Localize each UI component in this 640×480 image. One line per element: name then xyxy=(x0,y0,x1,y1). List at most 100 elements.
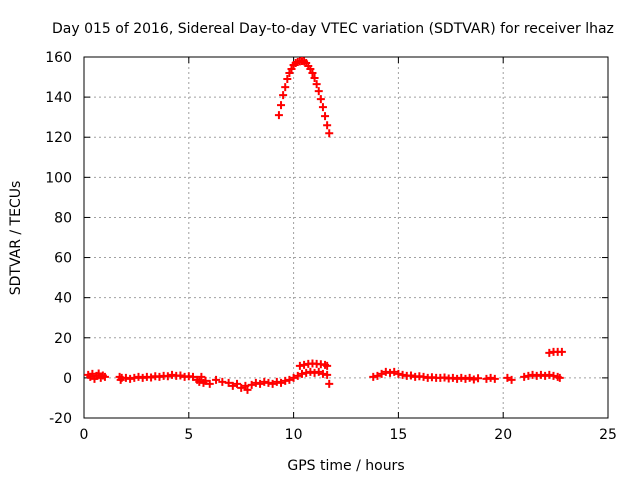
y-tick-label: 60 xyxy=(54,251,72,267)
data-point xyxy=(274,111,283,120)
data-point xyxy=(260,377,269,386)
data-point xyxy=(369,372,378,381)
data-point xyxy=(287,65,296,74)
data-point xyxy=(297,369,306,378)
data-point xyxy=(233,379,242,388)
data-point xyxy=(168,370,177,379)
data-point xyxy=(308,69,317,78)
data-point xyxy=(520,372,529,381)
data-point xyxy=(323,370,332,379)
data-point xyxy=(134,372,143,381)
data-point xyxy=(94,369,103,378)
x-axis-title: GPS time / hours xyxy=(287,458,404,474)
data-point xyxy=(465,373,474,382)
y-tick-label: 120 xyxy=(45,130,72,146)
x-tick-label: 25 xyxy=(599,427,617,443)
data-point xyxy=(490,374,499,383)
data-point xyxy=(283,75,292,84)
y-tick-label: -20 xyxy=(49,411,72,427)
data-point xyxy=(285,69,294,78)
data-point xyxy=(237,383,246,392)
data-point xyxy=(279,91,288,100)
data-point xyxy=(461,374,470,383)
data-point xyxy=(394,369,403,378)
data-point xyxy=(321,112,330,121)
x-tick-label: 10 xyxy=(285,427,303,443)
chart-title: Day 015 of 2016, Sidereal Day-to-day VTE… xyxy=(52,21,614,37)
y-tick-label: 80 xyxy=(54,210,72,226)
data-point xyxy=(312,80,321,89)
y-tick-label: 100 xyxy=(45,170,72,186)
data-point xyxy=(314,367,323,376)
data-point xyxy=(197,372,206,381)
data-point xyxy=(528,370,537,379)
data-point xyxy=(264,378,273,387)
data-point xyxy=(318,103,327,112)
data-point xyxy=(195,377,204,386)
data-point xyxy=(100,372,109,381)
data-point xyxy=(218,377,227,386)
data-point xyxy=(381,367,390,376)
data-point xyxy=(289,373,298,382)
data-point xyxy=(302,368,311,377)
data-point xyxy=(188,372,197,381)
data-point xyxy=(557,347,566,356)
grid xyxy=(84,57,608,418)
data-point xyxy=(453,374,462,383)
x-tick-label: 5 xyxy=(184,427,193,443)
data-point xyxy=(310,74,319,83)
data-point xyxy=(536,370,545,379)
data-point xyxy=(241,381,250,390)
data-point xyxy=(474,374,483,383)
x-tick-label: 0 xyxy=(80,427,89,443)
data-point xyxy=(482,374,491,383)
data-point xyxy=(373,371,382,380)
data-point xyxy=(448,373,457,382)
y-axis-title: SDTVAR / TECUs xyxy=(8,181,24,296)
data-point xyxy=(323,121,332,130)
data-point xyxy=(545,348,554,357)
data-point xyxy=(155,372,164,381)
y-tick-label: 40 xyxy=(54,291,72,307)
data-point xyxy=(310,368,319,377)
data-point xyxy=(406,371,415,380)
data-point xyxy=(163,372,172,381)
data-point xyxy=(524,371,533,380)
data-point xyxy=(419,372,428,381)
axis-ticks: 0 5 10 15 20 25 -20 0 20 40 60 80 100 120 140 160 xyxy=(45,50,617,443)
data-point xyxy=(323,361,332,370)
data-point xyxy=(318,369,327,378)
data-point xyxy=(285,375,294,384)
data-point xyxy=(532,371,541,380)
data-point xyxy=(147,373,156,382)
data-point xyxy=(268,379,277,388)
y-tick-label: 160 xyxy=(45,50,72,66)
data-point xyxy=(469,375,478,384)
data-point xyxy=(243,385,252,394)
y-tick-label: 20 xyxy=(54,331,72,347)
data-point xyxy=(295,361,304,370)
data-point xyxy=(256,379,265,388)
data-point xyxy=(138,373,147,382)
data-point xyxy=(277,101,286,110)
x-tick-label: 20 xyxy=(494,427,512,443)
data-point xyxy=(507,375,516,384)
y-tick-label: 140 xyxy=(45,90,72,106)
data-point xyxy=(314,87,323,96)
data-point xyxy=(325,379,334,388)
data-point xyxy=(503,373,512,382)
data-point xyxy=(281,376,290,385)
data-point xyxy=(281,83,290,92)
data-points xyxy=(84,57,566,394)
data-point xyxy=(555,373,564,382)
y-tick-label: 0 xyxy=(63,371,72,387)
data-point xyxy=(398,370,407,379)
data-point xyxy=(277,378,286,387)
data-point xyxy=(549,371,558,380)
data-point xyxy=(272,377,281,386)
data-point xyxy=(121,373,130,382)
data-point xyxy=(457,373,466,382)
data-point xyxy=(325,129,334,138)
data-point xyxy=(176,371,185,380)
